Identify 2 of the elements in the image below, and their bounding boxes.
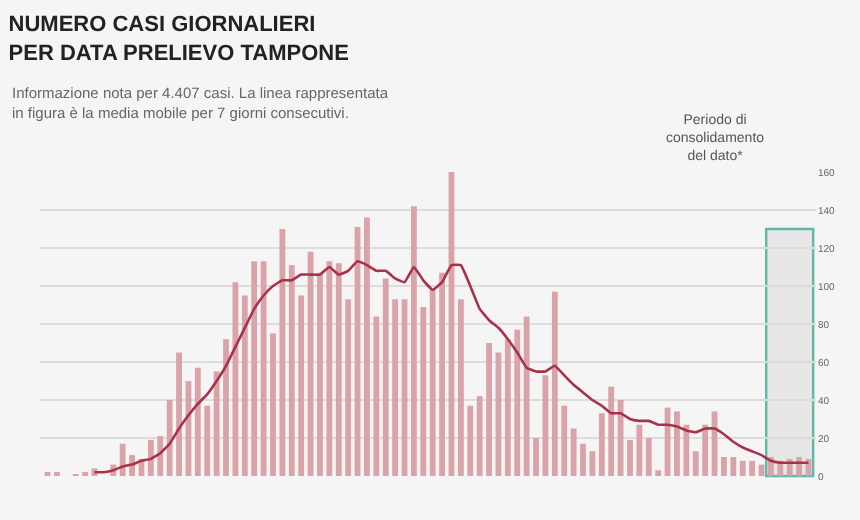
- line-series: [93, 260, 810, 474]
- chart-title: NUMERO CASI GIORNALIERI PER DATA PRELIEVO TAMPONE: [8, 13, 349, 66]
